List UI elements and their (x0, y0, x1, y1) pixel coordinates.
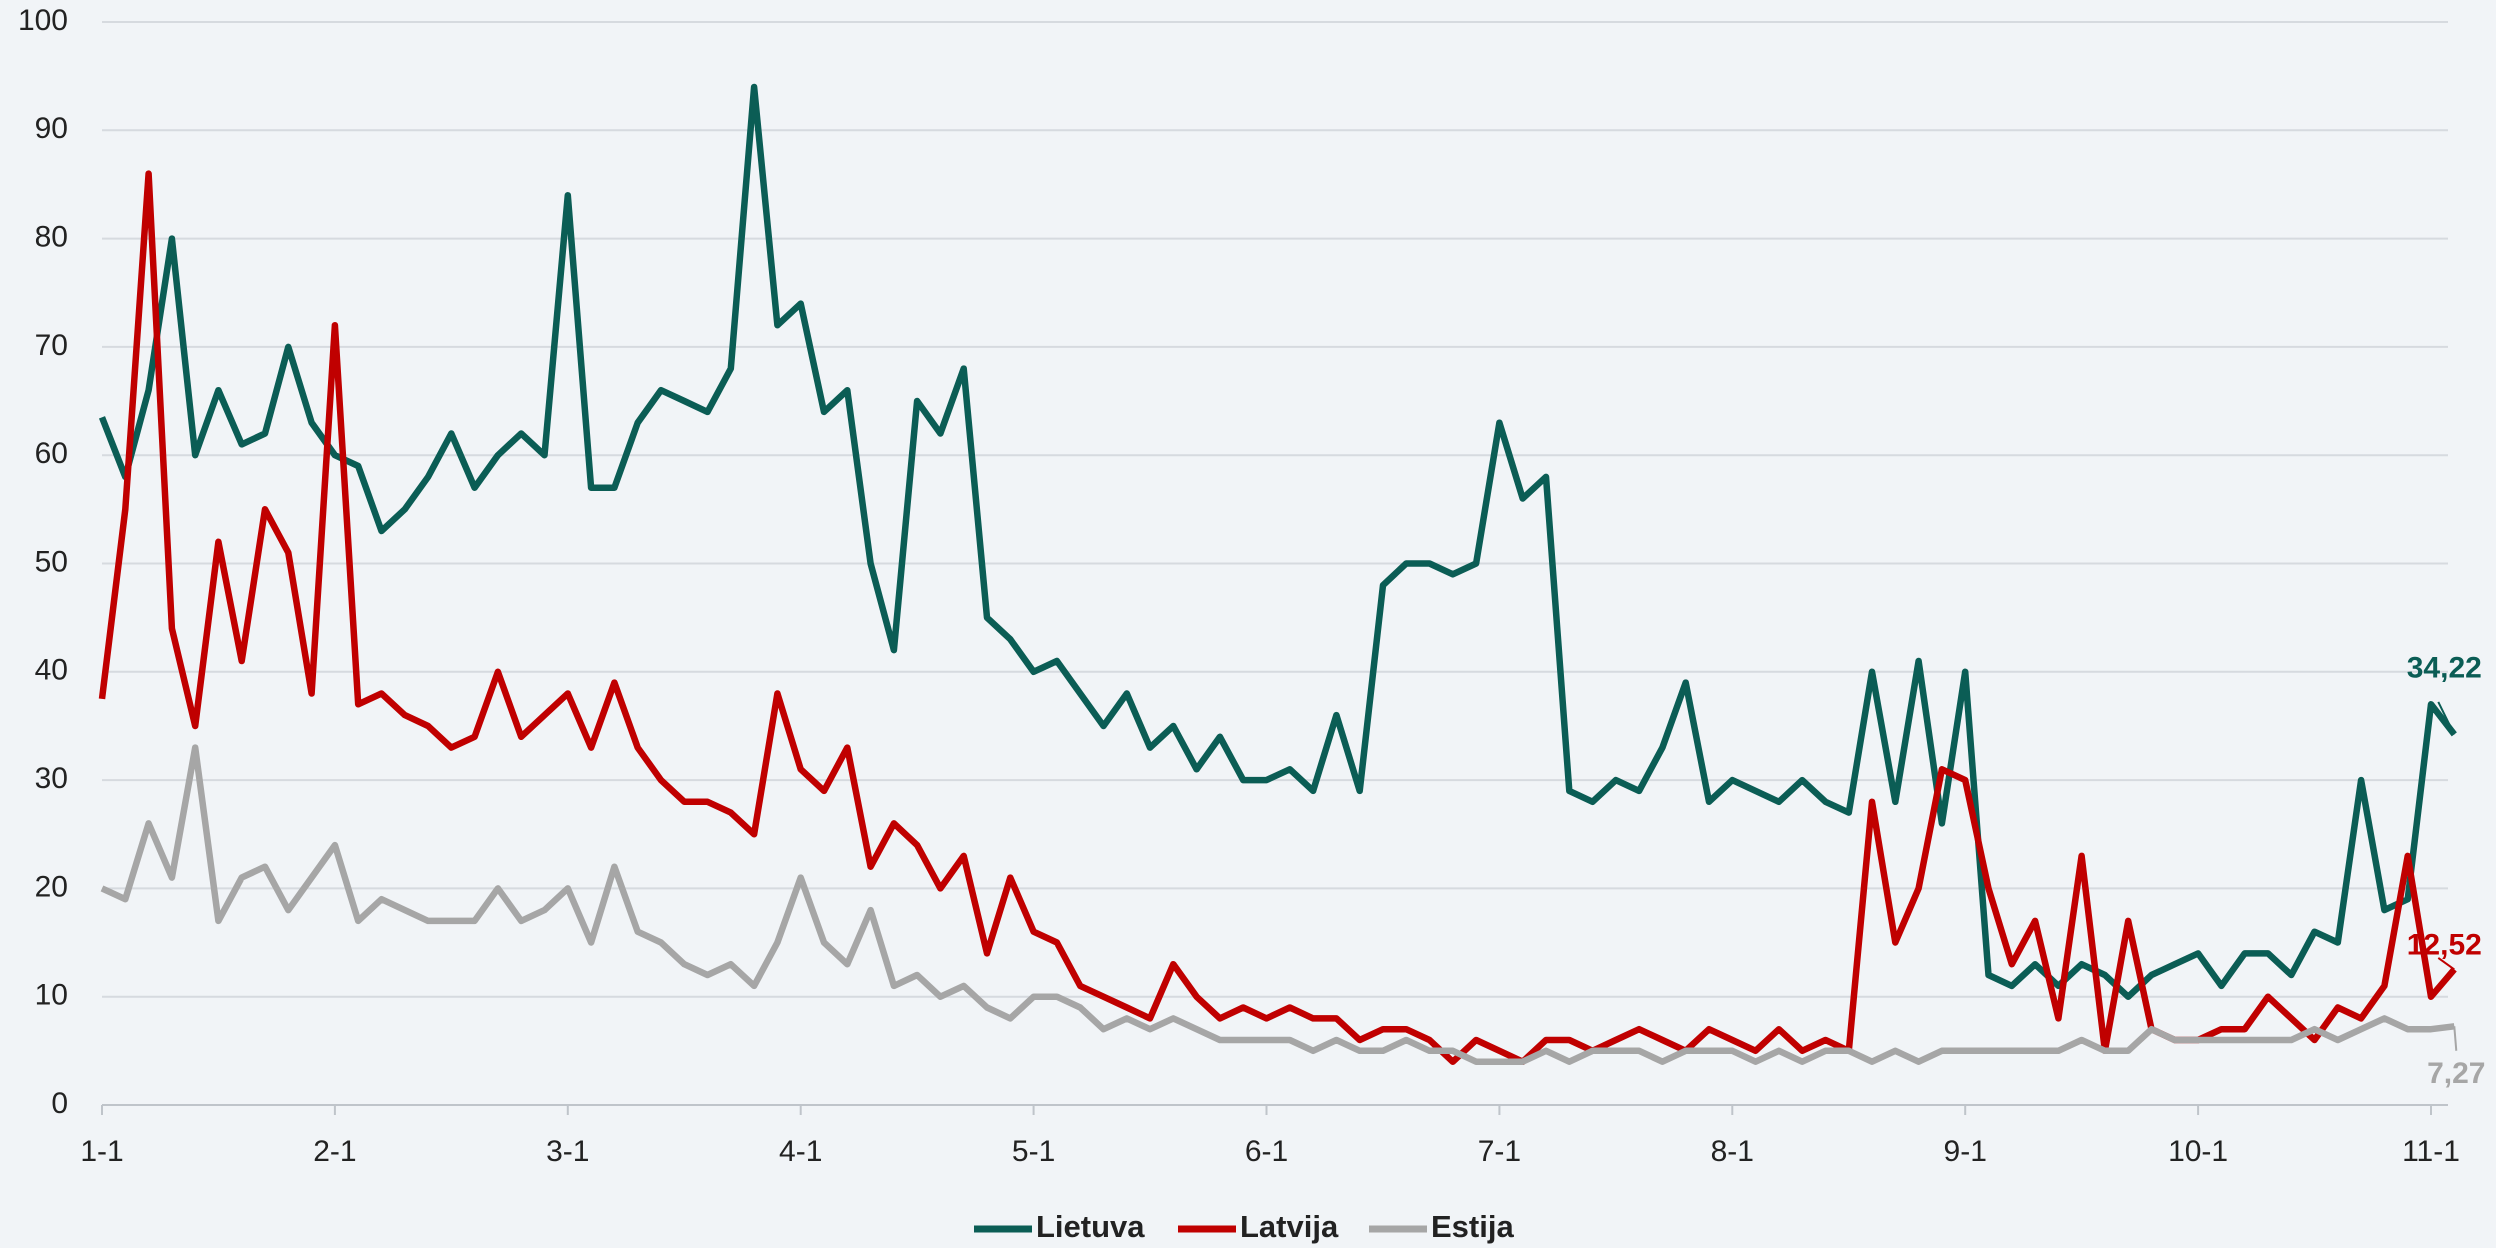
y-tick-label: 30 (35, 762, 68, 795)
x-tick-label: 4-1 (779, 1135, 822, 1168)
x-tick-label: 7-1 (1478, 1135, 1521, 1168)
y-tick-label: 60 (35, 437, 68, 470)
y-tick-label: 20 (35, 870, 68, 903)
legend-label: Latvija (1240, 1209, 1339, 1244)
x-tick-label: 11-1 (2402, 1135, 2460, 1168)
y-tick-label: 90 (35, 112, 68, 145)
y-tick-label: 100 (18, 4, 68, 37)
y-tick-label: 80 (35, 221, 68, 254)
label-leader (2437, 957, 2455, 971)
x-tick-label: 6-1 (1245, 1135, 1288, 1168)
y-tick-label: 0 (51, 1087, 68, 1120)
y-tick-label: 10 (35, 979, 68, 1012)
legend-label: Lietuva (1036, 1209, 1145, 1244)
end-label: 34,22 (2407, 651, 2482, 684)
x-tick-label: 3-1 (546, 1135, 589, 1168)
x-tick-label: 5-1 (1012, 1135, 1055, 1168)
series-line (98, 170, 2457, 1065)
x-tick-label: 2-1 (313, 1135, 356, 1168)
y-tick-label: 40 (35, 654, 68, 687)
y-tick-label: 70 (35, 329, 68, 362)
x-tick-label: 10-1 (2168, 1135, 2228, 1168)
label-leader (2453, 1026, 2458, 1051)
label-leader (2437, 701, 2456, 735)
legend-label: Estija (1431, 1209, 1514, 1244)
x-tick-label: 8-1 (1711, 1135, 1754, 1168)
series-line (100, 744, 2455, 1065)
y-tick-label: 50 (35, 545, 68, 578)
end-label: 7,27 (2427, 1057, 2485, 1090)
series-line (98, 83, 2457, 1000)
x-tick-label: 9-1 (1944, 1135, 1987, 1168)
x-tick-label: 1-1 (80, 1135, 123, 1168)
end-label: 12,52 (2407, 928, 2482, 961)
